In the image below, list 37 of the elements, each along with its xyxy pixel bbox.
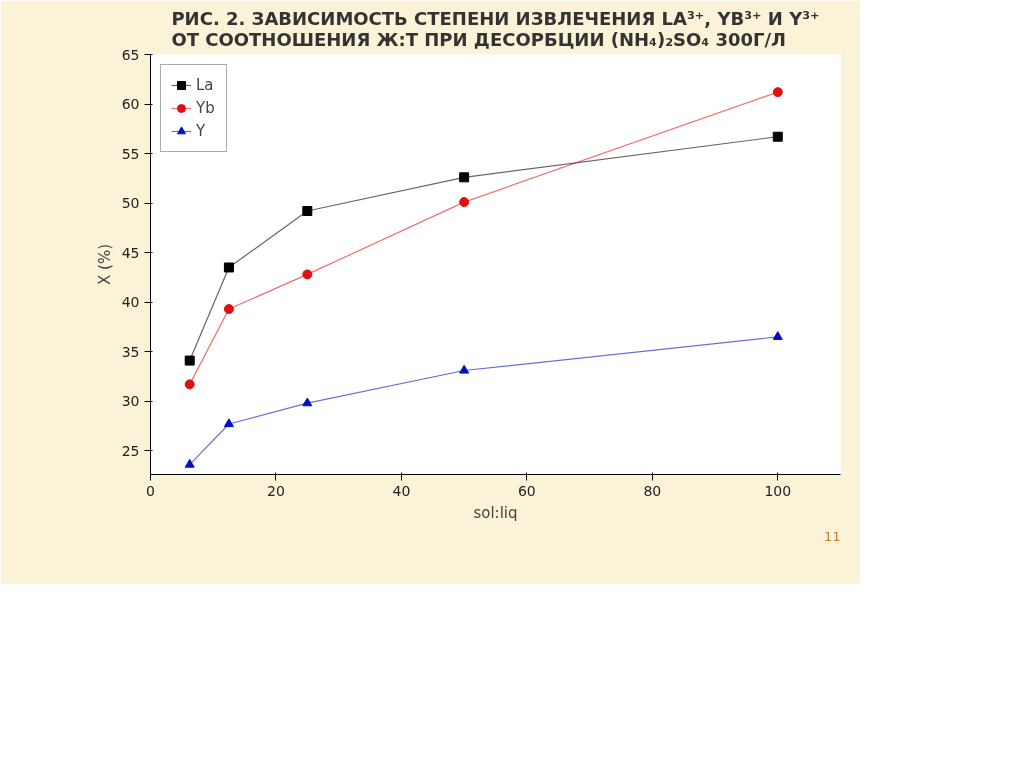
y-tick-label: 55 (121, 145, 140, 162)
y-tick-label: 30 (121, 393, 140, 410)
y-tick-label: 50 (121, 195, 140, 212)
y-axis-title: X (%) (95, 243, 114, 285)
point (459, 197, 470, 208)
point (459, 364, 470, 374)
x-tick-label: 60 (517, 482, 536, 499)
point (459, 172, 470, 183)
point (772, 331, 783, 340)
x-tick-label: 80 (643, 482, 662, 499)
point (223, 262, 234, 273)
point (184, 355, 195, 366)
y-tick-label: 40 (121, 294, 140, 311)
legend-label: Yb (196, 99, 216, 117)
x-tick-label: 20 (267, 482, 285, 499)
y-tick-label: 60 (121, 96, 140, 113)
point (302, 397, 313, 407)
y-tick-label: 45 (121, 244, 140, 261)
y-tick-label: 35 (121, 343, 140, 360)
point (184, 458, 195, 468)
text: 11 (823, 528, 841, 544)
y-tick-label: 25 (121, 442, 140, 459)
legend-label: Y (196, 122, 207, 140)
legend-label: La (196, 76, 215, 94)
point (302, 269, 313, 280)
point (302, 206, 313, 217)
x-tick-label: 100 (764, 482, 792, 499)
x-axis-title: sol:liq (473, 503, 518, 522)
point (184, 379, 195, 390)
chart-title: РИС. 2. ЗАВИСИМОСТЬ СТЕПЕНИ ИЗВЛЕЧЕНИЯ LA³⁺, YB³⁺ И Y³⁺ ОТ СООТНОШЕНИЯ Ж:Т ПРИ ДЕСОРБЦИИ (NH₄)₂SO₄ 300Г/Л (171, 7, 820, 50)
y-tick-label: 65 (121, 46, 140, 63)
point (772, 131, 783, 142)
point (772, 87, 783, 98)
x-tick-label: 40 (392, 482, 411, 499)
point (223, 304, 234, 315)
point (223, 418, 234, 428)
x-tick-label: 0 (146, 482, 155, 499)
